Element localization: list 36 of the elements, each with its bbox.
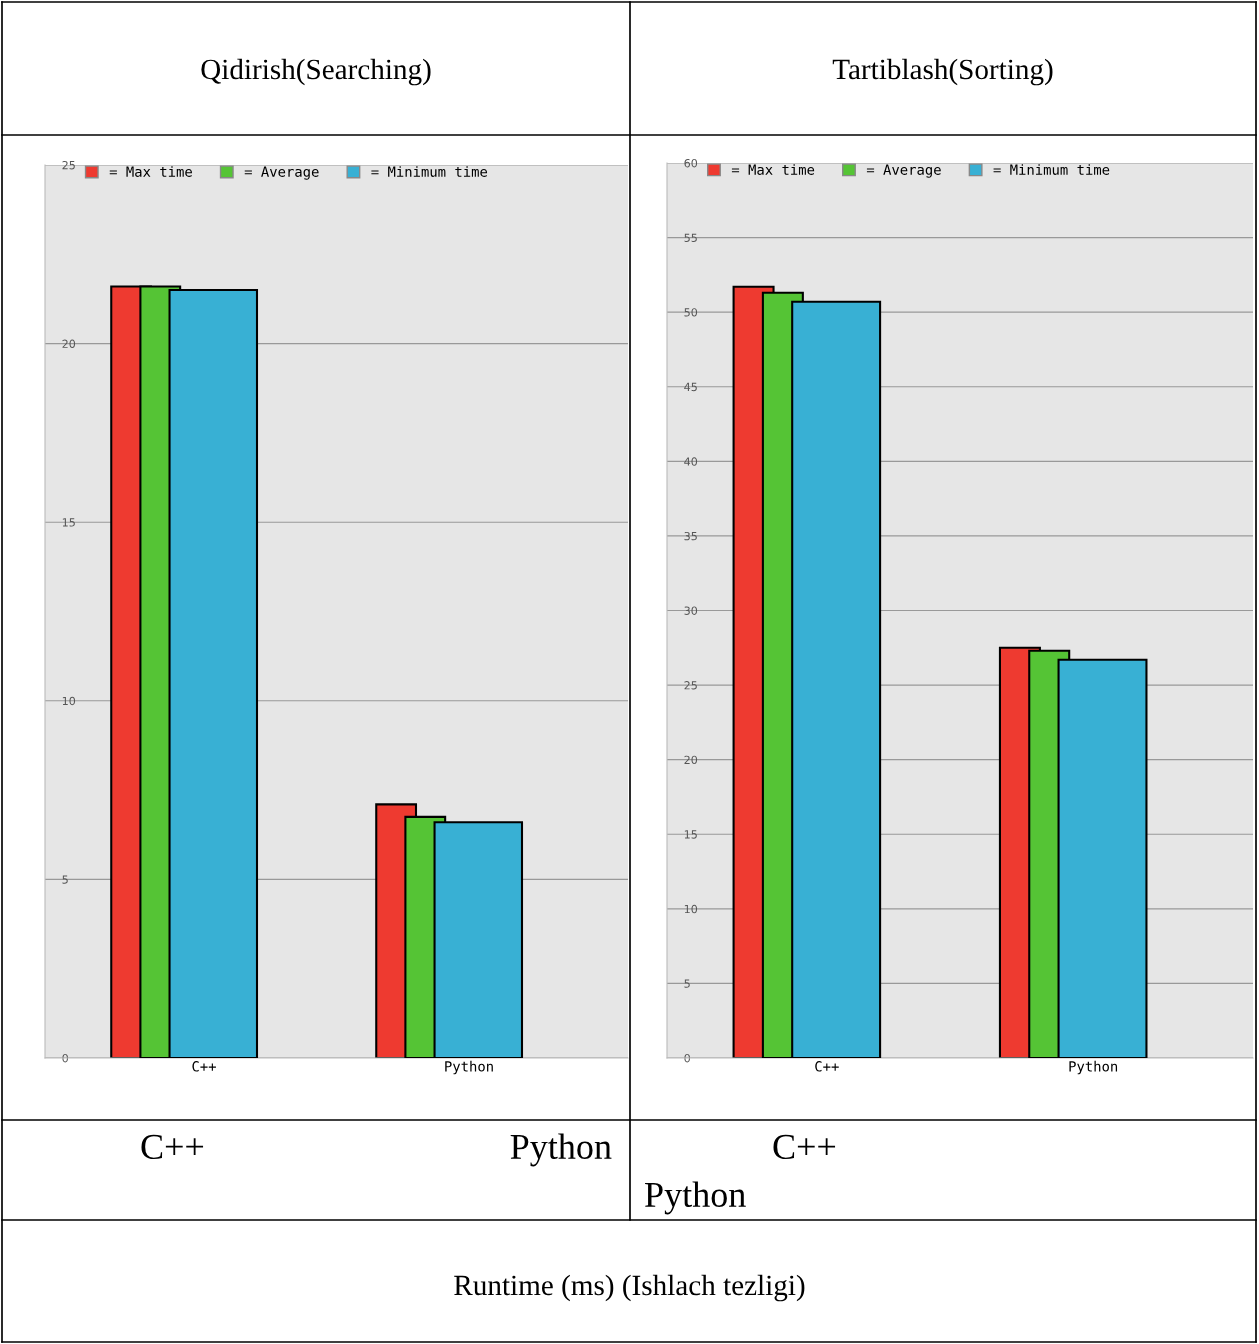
x-tick-label: C++ [192, 1061, 216, 1072]
y-tick-label: 40 [684, 457, 698, 466]
legend-label: = Minimum time [371, 166, 488, 177]
chart-title: Qidirish(Searching) [201, 58, 431, 86]
x-tick-label: Python [445, 1060, 493, 1075]
legend-label: = Average [866, 164, 941, 178]
y-tick-label: 20 [684, 755, 698, 765]
text: Runtime (ms) (Ishlach tezligi) [454, 1274, 805, 1302]
x-tick-label: Python [1069, 1060, 1118, 1075]
y-tick-label: 5 [684, 979, 690, 988]
y-tick-label: 0 [684, 1053, 690, 1063]
legend-label: = Max time [731, 164, 815, 175]
y-tick-label: 55 [684, 233, 697, 242]
y-tick-label: 5 [62, 875, 68, 884]
x-tick-label: C++ [815, 1061, 839, 1072]
y-tick-label: 10 [684, 904, 698, 914]
text: Python [510, 1133, 612, 1167]
y-tick-label: 45 [684, 382, 697, 392]
y-tick-label: 10 [62, 696, 76, 706]
legend-label: = Max time [109, 166, 192, 177]
y-tick-label: 50 [684, 308, 698, 317]
y-tick-label: 25 [62, 160, 75, 170]
y-tick-label: 60 [684, 158, 698, 168]
y-tick-label: 35 [684, 531, 697, 541]
text: C++ [773, 1134, 836, 1160]
text: Python [645, 1181, 746, 1215]
legend-label: = Minimum time [993, 164, 1110, 175]
chart-title: Tartiblash(Sorting) [832, 58, 1053, 86]
y-tick-label: 15 [684, 830, 697, 839]
y-tick-label: 15 [62, 518, 75, 527]
y-tick-label: 20 [62, 339, 76, 348]
y-tick-label: 0 [62, 1053, 68, 1063]
legend-label: = Average [244, 166, 319, 180]
y-tick-label: 30 [684, 606, 698, 615]
text: C++ [141, 1134, 204, 1160]
y-tick-label: 25 [684, 681, 697, 690]
